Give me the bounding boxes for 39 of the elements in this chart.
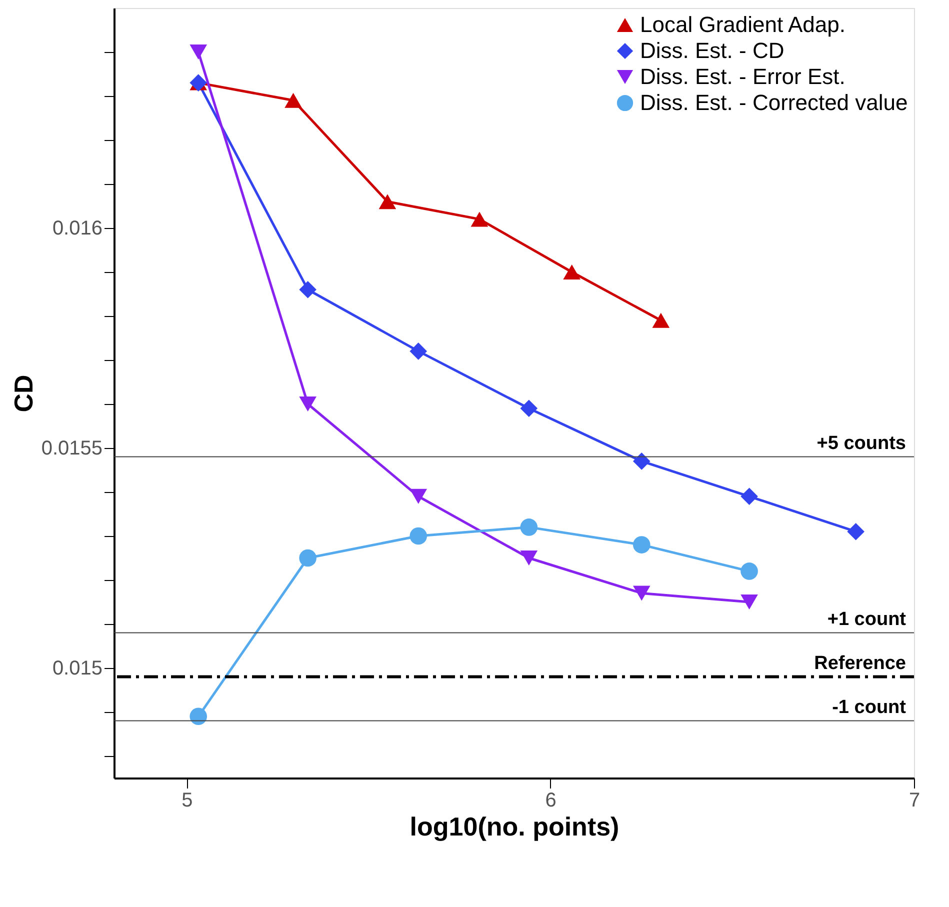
point bbox=[563, 264, 580, 280]
y-axis-title: CD bbox=[8, 374, 38, 412]
point bbox=[284, 92, 302, 108]
y-tick-label: 0.0155 bbox=[41, 438, 102, 460]
point bbox=[632, 452, 650, 470]
point bbox=[299, 396, 316, 412]
point bbox=[410, 488, 428, 504]
legend-label: Diss. Est. - Error Est. bbox=[640, 64, 846, 89]
point bbox=[299, 549, 316, 567]
point bbox=[520, 550, 538, 566]
ref-line-label: -1 count bbox=[832, 696, 907, 718]
point bbox=[299, 280, 316, 298]
ref-line-label: +5 counts bbox=[816, 432, 906, 454]
point bbox=[410, 342, 428, 360]
legend-label: Diss. Est. - Corrected value bbox=[640, 90, 908, 115]
point bbox=[632, 536, 650, 554]
point bbox=[740, 562, 758, 580]
point bbox=[520, 400, 538, 418]
x-tick-label: 5 bbox=[182, 790, 193, 812]
point bbox=[632, 586, 650, 601]
ref-line-label: +1 count bbox=[827, 608, 907, 630]
y-tick-label: 0.016 bbox=[52, 218, 102, 240]
point bbox=[470, 212, 488, 227]
legend-label: Local Gradient Adap. bbox=[640, 12, 846, 37]
legend-label: Diss. Est. - CD bbox=[640, 38, 784, 63]
point bbox=[740, 488, 758, 506]
point bbox=[847, 522, 864, 540]
point bbox=[190, 708, 208, 726]
y-tick-label: 0.015 bbox=[52, 658, 102, 680]
point bbox=[190, 44, 208, 60]
x-axis-title: log10(no. points) bbox=[410, 812, 620, 842]
x-tick-label: 7 bbox=[908, 790, 920, 812]
point bbox=[378, 194, 396, 210]
ref-line-label: Reference bbox=[814, 652, 906, 674]
point bbox=[410, 527, 428, 545]
point bbox=[652, 312, 670, 328]
point bbox=[520, 518, 538, 536]
point bbox=[740, 594, 758, 610]
x-tick-label: 6 bbox=[545, 790, 556, 812]
